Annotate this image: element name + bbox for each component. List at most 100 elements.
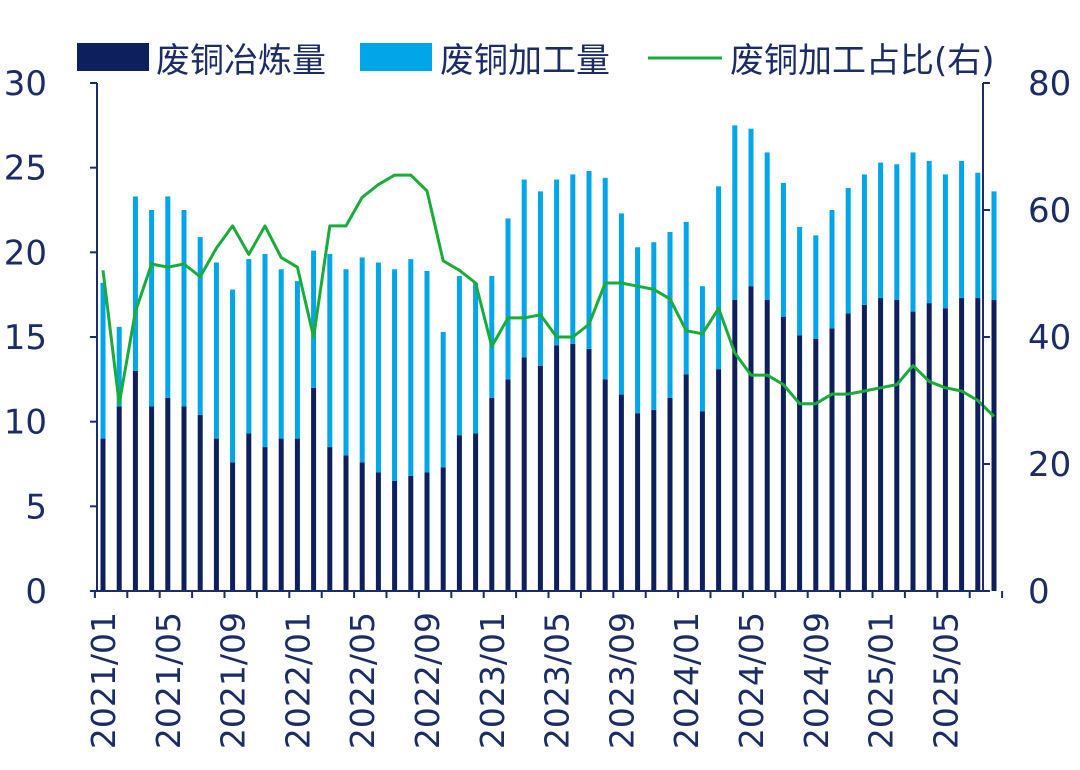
bar-smelting-2024-02	[699, 411, 705, 591]
bar-smelting-2023-01	[489, 397, 495, 591]
bar-smelting-2023-03	[521, 357, 527, 591]
right-tick-label: 40	[1028, 318, 1071, 358]
bar-smelting-2021-12	[278, 438, 284, 591]
bar-smelting-2024-10	[829, 328, 835, 591]
bar-smelting-2021-08	[213, 438, 219, 591]
bar-smelting-2024-07	[780, 316, 786, 591]
legend-label-ratio: 废铜加工占比(右)	[730, 41, 995, 81]
right-tick-label: 20	[1028, 445, 1071, 485]
x-tick-label: 2023/09	[602, 612, 641, 749]
left-tick-label: 0	[25, 572, 47, 612]
bar-processing-2023-12	[667, 232, 673, 398]
axes-group: 0 5 10 15 20 25 30 0 20 40 60 80 2021/01 2021/05 2021/…	[4, 64, 1072, 749]
x-tick-label: 2022/05	[343, 612, 382, 749]
bar-smelting-2024-09	[813, 338, 819, 591]
bar-smelting-2023-10	[635, 413, 641, 591]
bar-processing-2024-09	[813, 235, 819, 339]
bar-processing-2021-07	[197, 237, 203, 415]
bar-processing-2025-07	[975, 172, 981, 299]
bar-smelting-2022-11	[456, 435, 462, 591]
bar-processing-2023-01	[489, 276, 495, 398]
bar-smelting-2021-05	[165, 397, 171, 591]
bar-processing-2021-10	[246, 259, 252, 434]
legend-label-processing: 废铜加工量	[440, 41, 610, 81]
bar-processing-2022-05	[359, 257, 365, 463]
bar-smelting-2022-05	[359, 462, 365, 591]
bar-processing-2023-08	[602, 177, 608, 380]
bar-processing-2025-01	[878, 162, 884, 299]
x-tick-label: 2025/05	[926, 612, 965, 749]
bar-processing-2021-05	[165, 196, 171, 398]
bar-processing-2022-02	[311, 250, 317, 388]
bar-processing-2025-04	[926, 160, 932, 304]
bar-processing-2024-01	[683, 221, 689, 375]
bar-smelting-2024-08	[797, 335, 803, 591]
bar-smelting-2024-01	[683, 374, 689, 591]
bar-processing-2025-06	[959, 160, 965, 299]
bar-processing-2021-04	[149, 210, 155, 407]
bar-smelting-2024-05	[748, 286, 754, 591]
right-tick-label: 0	[1028, 572, 1050, 612]
x-tick-label: 2022/09	[408, 612, 447, 749]
bar-smelting-2022-01	[294, 438, 300, 591]
bar-processing-2024-11	[845, 187, 851, 314]
bar-processing-2021-08	[213, 262, 219, 439]
bar-smelting-2022-08	[408, 475, 414, 591]
bars-group	[100, 125, 997, 591]
bar-processing-2023-05	[554, 179, 560, 346]
bar-smelting-2025-04	[926, 303, 932, 591]
x-tick-label: 2021/09	[214, 612, 253, 749]
bar-smelting-2023-04	[537, 365, 543, 591]
bar-smelting-2025-08	[991, 299, 997, 591]
left-tick-label: 5	[25, 487, 47, 527]
x-tick-label: 2023/01	[473, 612, 512, 749]
bar-processing-2023-03	[521, 179, 527, 358]
bar-smelting-2023-06	[570, 343, 576, 591]
bar-processing-2022-01	[294, 281, 300, 439]
bar-smelting-2023-07	[586, 348, 592, 591]
legend-swatch-processing	[360, 43, 432, 71]
bar-smelting-2024-03	[716, 369, 722, 591]
left-tick-label: 20	[4, 233, 47, 273]
bar-processing-2021-03	[132, 196, 138, 371]
bar-smelting-2023-08	[602, 379, 608, 591]
bar-processing-2024-02	[699, 286, 705, 412]
bar-smelting-2022-10	[440, 467, 446, 591]
bar-processing-2021-02	[116, 326, 122, 407]
bar-smelting-2025-02	[894, 299, 900, 591]
bar-smelting-2021-04	[149, 406, 155, 591]
bar-processing-2024-06	[764, 152, 770, 300]
left-tick-label: 15	[4, 318, 47, 358]
x-tick-label: 2024/09	[797, 612, 836, 749]
bar-processing-2024-03	[716, 186, 722, 370]
x-tick-label: 2024/05	[732, 612, 771, 749]
bar-processing-2025-05	[942, 174, 948, 309]
bar-smelting-2024-11	[845, 313, 851, 591]
bar-smelting-2023-05	[554, 345, 560, 591]
right-tick-label: 80	[1028, 64, 1071, 104]
bar-processing-2021-01	[100, 282, 106, 439]
x-tick-label: 2021/01	[84, 612, 123, 749]
bar-smelting-2024-12	[861, 304, 867, 591]
bar-smelting-2022-06	[375, 472, 381, 591]
bar-processing-2023-09	[618, 213, 624, 395]
bar-processing-2023-07	[586, 171, 592, 349]
x-tick-label: 2024/01	[667, 612, 706, 749]
right-tick-label: 60	[1028, 191, 1071, 231]
bar-processing-2022-07	[392, 269, 398, 481]
bar-smelting-2024-04	[732, 299, 738, 591]
left-tick-label: 25	[4, 149, 47, 189]
ratio-line-group	[101, 173, 996, 418]
bar-processing-2025-03	[910, 152, 916, 312]
bar-processing-2024-12	[861, 174, 867, 305]
x-tick-label: 2021/05	[149, 612, 188, 749]
bar-processing-2023-10	[635, 247, 641, 414]
bar-smelting-2021-03	[132, 370, 138, 591]
bar-processing-2024-05	[748, 128, 754, 287]
x-tick-label: 2023/05	[538, 612, 577, 749]
bar-smelting-2021-06	[181, 406, 187, 591]
bar-processing-2022-11	[456, 276, 462, 436]
bar-smelting-2022-09	[424, 472, 430, 591]
bar-smelting-2021-01	[100, 438, 106, 591]
